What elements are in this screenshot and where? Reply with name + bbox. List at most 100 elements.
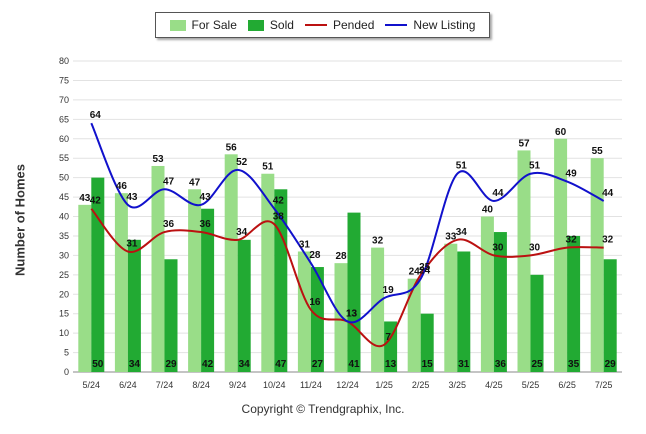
data-label-for-sale: 33 — [445, 232, 457, 243]
bar-sold[interactable] — [493, 232, 507, 372]
data-label-pended: 7 — [385, 332, 391, 343]
legend-label-pended: Pended — [333, 18, 375, 32]
data-label-pended: 31 — [126, 238, 138, 249]
data-label-pended: 42 — [90, 196, 102, 207]
bar-sold[interactable] — [91, 177, 105, 372]
data-label-new-listing: 51 — [456, 161, 468, 172]
bar-sold[interactable] — [201, 208, 215, 372]
bar-sold[interactable] — [274, 189, 288, 372]
legend-item-for-sale[interactable]: For Sale — [169, 18, 237, 32]
bar-for-sale[interactable] — [188, 189, 202, 372]
y-tick-label: 80 — [59, 56, 69, 66]
bar-sold[interactable] — [310, 267, 324, 372]
line-series — [90, 122, 605, 348]
bar-for-sale[interactable] — [554, 138, 568, 372]
data-label-for-sale: 46 — [116, 181, 128, 192]
bar-for-sale[interactable] — [480, 216, 494, 373]
bar-sold[interactable] — [384, 321, 398, 372]
data-label-new-listing: 28 — [309, 250, 321, 261]
y-tick-label: 75 — [59, 75, 69, 85]
bar-for-sale[interactable] — [407, 278, 421, 372]
y-tick-label: 15 — [59, 309, 69, 319]
bar-for-sale[interactable] — [261, 173, 275, 372]
x-tick-label: 3/25 — [449, 380, 467, 390]
y-tick-label: 0 — [64, 367, 69, 377]
bar-sold[interactable] — [237, 239, 251, 372]
y-tick-label: 55 — [59, 153, 69, 163]
y-tick-label: 50 — [59, 173, 69, 183]
data-label-new-listing: 52 — [236, 157, 248, 168]
bar-for-sale[interactable] — [371, 247, 385, 372]
y-tick-label: 40 — [59, 212, 69, 222]
data-label-new-listing: 13 — [346, 308, 358, 319]
data-label-new-listing: 51 — [529, 161, 541, 172]
data-label-new-listing: 64 — [90, 110, 102, 121]
y-axis-label: Number of Homes — [12, 164, 28, 276]
line-new-listing[interactable] — [90, 122, 605, 324]
data-label-new-listing: 42 — [273, 196, 285, 207]
bar-for-sale[interactable] — [297, 251, 311, 372]
data-label-new-listing: 43 — [200, 192, 212, 203]
bar-for-sale[interactable] — [78, 204, 92, 372]
data-label-sold: 42 — [202, 359, 214, 370]
data-label-sold: 41 — [348, 359, 360, 370]
data-label-for-sale: 56 — [226, 142, 238, 153]
bar-sold[interactable] — [567, 235, 581, 372]
bar-for-sale[interactable] — [224, 154, 238, 372]
data-label-sold: 34 — [239, 359, 251, 370]
data-label-sold: 35 — [568, 359, 580, 370]
data-label-for-sale: 60 — [555, 127, 567, 138]
data-label-new-listing: 49 — [566, 169, 578, 180]
x-tick-label: 6/24 — [119, 380, 137, 390]
bar-for-sale[interactable] — [151, 165, 165, 372]
legend-item-new-listing[interactable]: New Listing — [385, 18, 475, 32]
y-tick-label: 65 — [59, 114, 69, 124]
y-tick-label: 20 — [59, 289, 69, 299]
legend-swatch-new-listing — [385, 24, 408, 26]
data-label-for-sale: 40 — [482, 205, 494, 216]
legend-label-for-sale: For Sale — [191, 18, 237, 32]
bar-for-sale[interactable] — [334, 263, 348, 372]
data-label-pended: 32 — [602, 235, 614, 246]
data-label-pended: 34 — [236, 227, 248, 238]
y-tick-label: 5 — [64, 348, 69, 358]
bar-sold[interactable] — [164, 259, 178, 372]
x-tick-label: 5/25 — [522, 380, 540, 390]
data-label-pended: 30 — [492, 242, 504, 253]
data-label-new-listing: 19 — [383, 285, 395, 296]
bar-for-sale[interactable] — [114, 193, 128, 372]
data-label-new-listing: 43 — [126, 192, 138, 203]
bar-series — [78, 138, 617, 373]
data-label-sold: 27 — [312, 359, 324, 370]
x-tick-label: 11/24 — [300, 380, 322, 390]
legend-item-sold[interactable]: Sold — [247, 18, 294, 32]
bar-sold[interactable] — [347, 212, 361, 372]
data-label-sold: 50 — [92, 359, 104, 370]
data-label-sold: 31 — [458, 359, 470, 370]
data-label-pended: 38 — [273, 211, 285, 222]
bar-sold[interactable] — [457, 251, 471, 372]
data-label-sold: 15 — [422, 359, 434, 370]
bar-for-sale[interactable] — [590, 158, 604, 372]
data-label-for-sale: 32 — [372, 236, 384, 247]
bar-sold[interactable] — [530, 274, 544, 372]
x-tick-label: 6/25 — [558, 380, 576, 390]
y-tick-label: 25 — [59, 270, 69, 280]
bar-sold[interactable] — [127, 239, 141, 372]
legend-label-new-listing: New Listing — [413, 18, 476, 32]
data-label-for-sale: 43 — [79, 193, 91, 204]
legend-label-sold: Sold — [269, 18, 294, 32]
data-label-pended: 32 — [566, 235, 578, 246]
bar-sold[interactable] — [603, 259, 617, 372]
data-label-pended: 36 — [163, 219, 175, 230]
bar-sold[interactable] — [420, 313, 434, 372]
legend-item-pended[interactable]: Pended — [305, 18, 374, 32]
bar-for-sale[interactable] — [517, 150, 531, 372]
bar-for-sale[interactable] — [444, 243, 458, 372]
x-tick-label: 2/25 — [412, 380, 430, 390]
x-tick-label: 1/25 — [375, 380, 393, 390]
y-tick-label: 60 — [59, 134, 69, 144]
data-label-for-sale: 57 — [518, 138, 530, 149]
